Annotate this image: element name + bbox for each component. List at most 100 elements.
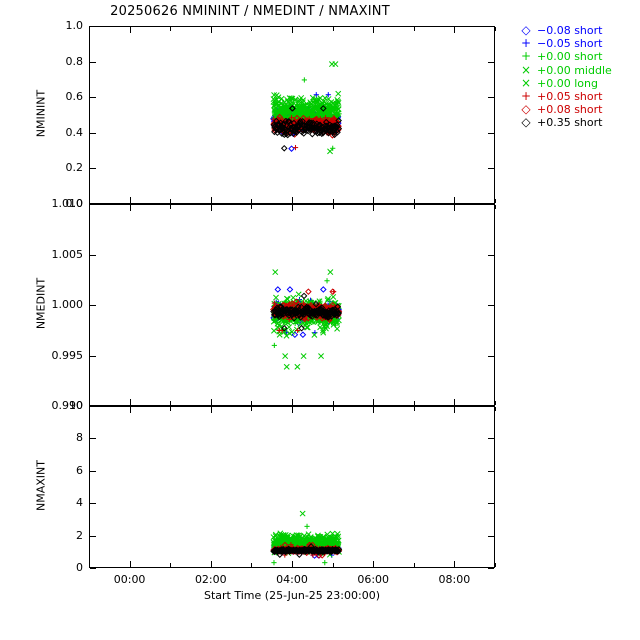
axis-tick	[90, 438, 96, 439]
y-tick-label: 0.4	[65, 126, 84, 139]
axis-tick	[454, 563, 455, 567]
axis-tick	[292, 407, 293, 411]
axis-tick	[488, 568, 494, 569]
series--0-35-short	[270, 543, 343, 558]
legend-item: × +0.00 middle	[505, 62, 637, 77]
axis-tick	[130, 563, 131, 567]
axis-tick	[90, 503, 96, 504]
axis-tick	[251, 407, 252, 411]
y-tick-label: 1.010	[51, 197, 84, 210]
series--0-35-short	[270, 292, 343, 332]
axis-tick	[251, 199, 252, 203]
legend-label: +0.00 long	[537, 76, 598, 90]
legend-item: ◇ −0.08 short	[505, 23, 637, 37]
axis-tick	[211, 27, 212, 31]
legend-item: × +0.00 long	[505, 76, 637, 90]
legend-label: +0.00 short	[537, 50, 603, 64]
y-tick-label: 1.005	[51, 248, 84, 261]
plus-icon: +	[520, 36, 532, 51]
legend-item: ◇ +0.08 short	[505, 102, 637, 117]
y-tick-label: 10	[69, 399, 83, 412]
axis-tick	[454, 205, 455, 209]
axis-tick	[251, 563, 252, 567]
y-tick-label: 0.990	[51, 399, 84, 412]
axis-tick	[495, 563, 496, 567]
axis-tick	[211, 563, 212, 567]
axis-tick	[373, 199, 374, 203]
axis-tick	[90, 62, 96, 63]
axis-tick	[333, 563, 334, 567]
axis-tick	[90, 471, 96, 472]
legend: ◇ −0.08 short + −0.05 short + +0.00 short × +0.…	[505, 23, 637, 130]
axis-tick	[414, 407, 415, 411]
axis-tick	[333, 199, 334, 203]
axis-tick	[292, 563, 293, 567]
axis-tick	[170, 563, 171, 567]
legend-item: + −0.05 short	[505, 36, 637, 51]
axis-tick	[333, 27, 334, 31]
axis-tick	[414, 563, 415, 567]
axis-tick	[488, 438, 494, 439]
axis-tick	[170, 205, 171, 209]
axis-tick	[90, 168, 96, 169]
plus-icon: +	[520, 88, 532, 103]
axis-tick	[333, 407, 334, 411]
axis-tick	[414, 401, 415, 405]
axis-tick	[170, 401, 171, 405]
axis-tick	[454, 199, 455, 203]
axis-tick	[90, 356, 96, 357]
axis-tick	[495, 407, 496, 411]
x-axis-label: Start Time (25-Jun-25 23:00:00)	[204, 589, 380, 602]
axis-tick	[90, 26, 96, 27]
y-tick-label: 2	[76, 529, 83, 542]
legend-label: +0.00 middle	[537, 63, 612, 77]
axis-tick	[488, 255, 494, 256]
y-axis-label: NMAXINT	[34, 460, 48, 511]
legend-label: +0.08 short	[537, 103, 603, 117]
axis-tick	[488, 133, 494, 134]
axis-tick	[373, 407, 374, 411]
axis-tick	[90, 536, 96, 537]
cross-icon: ×	[520, 62, 532, 77]
legend-item: + +0.00 short	[505, 49, 637, 64]
axis-tick	[89, 27, 90, 31]
y-tick-label: 0.2	[65, 161, 84, 174]
axis-tick	[333, 205, 334, 209]
diamond-icon: ◇	[521, 23, 531, 37]
axis-tick	[495, 27, 496, 31]
axis-tick	[292, 205, 293, 209]
legend-label: +0.05 short	[537, 89, 603, 103]
axis-tick	[89, 407, 90, 411]
x-tick-label: 04:00	[276, 573, 308, 586]
axis-tick	[130, 199, 131, 203]
axis-tick	[333, 401, 334, 405]
axis-tick	[211, 199, 212, 203]
diamond-icon: ◇	[521, 115, 531, 130]
axis-tick	[414, 205, 415, 209]
axis-tick	[488, 62, 494, 63]
axis-tick	[251, 401, 252, 405]
axis-tick	[90, 97, 96, 98]
y-tick-label: 0	[76, 561, 83, 574]
plus-icon: +	[520, 49, 532, 64]
axis-tick	[495, 205, 496, 209]
axis-tick	[292, 27, 293, 31]
y-tick-label: 0.6	[65, 90, 84, 103]
legend-label: −0.08 short	[537, 24, 603, 37]
axis-tick	[488, 26, 494, 27]
axis-tick	[488, 168, 494, 169]
axis-tick	[373, 401, 374, 405]
axis-tick	[130, 27, 131, 31]
axis-tick	[292, 401, 293, 405]
axis-tick	[373, 27, 374, 31]
axis-tick	[170, 27, 171, 31]
axis-tick	[211, 401, 212, 405]
axis-tick	[454, 401, 455, 405]
page-title: 20250626 NMININT / NMEDINT / NMAXINT	[110, 4, 390, 19]
axis-tick	[488, 356, 494, 357]
legend-item: + +0.05 short	[505, 88, 637, 103]
legend-item: ◇ +0.35 short	[505, 115, 637, 130]
legend-label: +0.35 short	[537, 116, 603, 130]
axis-tick	[89, 205, 90, 209]
